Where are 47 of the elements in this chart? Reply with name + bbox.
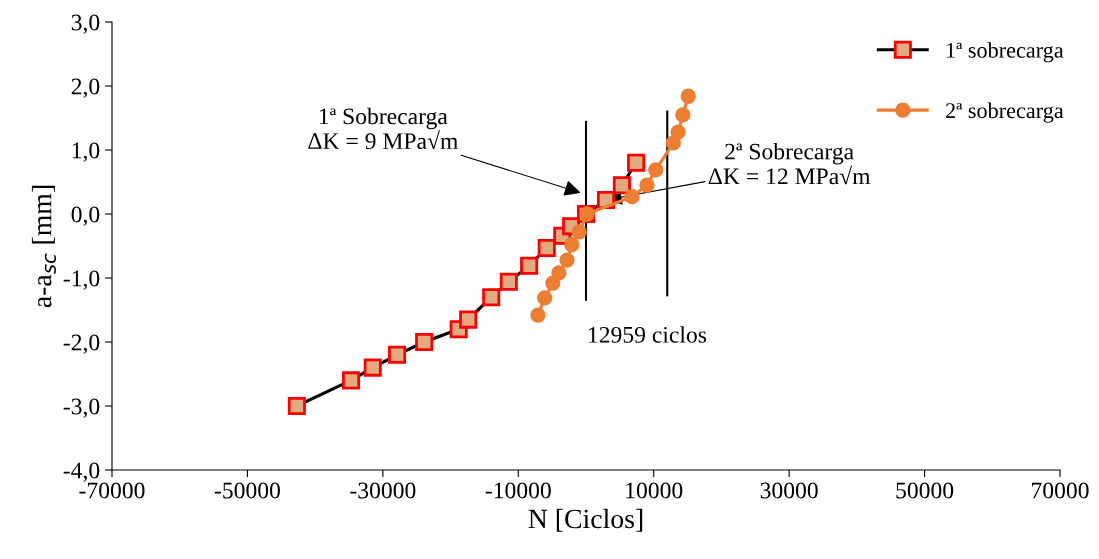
- point: [537, 238, 556, 257]
- point: [627, 153, 646, 172]
- point: [564, 237, 580, 253]
- point: [559, 252, 575, 268]
- point: [342, 371, 361, 390]
- x-tick-label: -10000: [485, 482, 551, 499]
- x-tick-label: 70000: [1032, 482, 1089, 499]
- point: [459, 310, 478, 329]
- point: [680, 88, 696, 104]
- y-tick-label: -4,0: [63, 462, 100, 482]
- point: [612, 176, 631, 195]
- y-tick-label: -3,0: [63, 398, 100, 418]
- x-tick-label: -50000: [214, 482, 280, 499]
- y-tick-label: 3,0: [71, 14, 100, 34]
- y-tick-label: 2,0: [71, 78, 100, 98]
- annotation: 1ª Sobrecarga ΔK = 9 MPa√m: [308, 107, 458, 150]
- y-tick-label: -1,0: [63, 270, 100, 290]
- point: [415, 332, 434, 352]
- point: [670, 124, 686, 140]
- x-tick-label: 10000: [626, 482, 683, 499]
- point: [363, 358, 382, 377]
- y-axis-title: a-a$_{sc}$ [mm]: [31, 185, 57, 308]
- point: [482, 288, 501, 307]
- legend-label: 2ª sobrecarga: [946, 102, 1064, 123]
- point: [530, 307, 546, 323]
- annotation: 2ª Sobrecarga ΔK = 12 MPa√m: [708, 142, 871, 185]
- x-tick-label: -30000: [350, 482, 416, 499]
- x-axis-title: N [Ciclos]: [528, 508, 643, 532]
- x-tick-label: -70000: [79, 482, 145, 499]
- point: [499, 272, 518, 291]
- y-tick-label: 1,0: [72, 142, 100, 162]
- point: [639, 177, 655, 193]
- point: [520, 256, 539, 275]
- point: [648, 162, 664, 178]
- x-tick-label: 30000: [760, 482, 818, 499]
- point: [675, 107, 691, 123]
- point: [571, 224, 587, 240]
- legend-label: 1ª sobrecarga: [947, 42, 1064, 63]
- annotation: 12959 ciclos: [589, 326, 707, 343]
- point: [388, 345, 407, 364]
- point: [537, 290, 553, 306]
- x-tick-label: 50000: [896, 482, 954, 499]
- y-tick-label: -2,0: [63, 334, 100, 354]
- y-tick-label: 0,0: [71, 206, 100, 226]
- point: [551, 265, 567, 281]
- point: [624, 189, 640, 205]
- point: [287, 396, 306, 416]
